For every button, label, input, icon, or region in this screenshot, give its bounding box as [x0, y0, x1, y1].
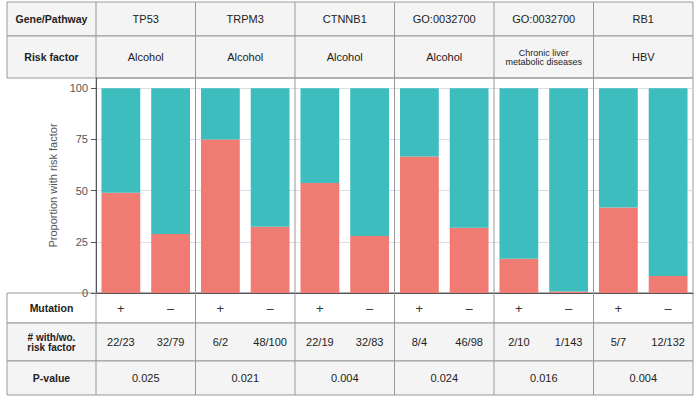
- svg-text:+: +: [117, 301, 125, 316]
- svg-text:–: –: [267, 301, 275, 316]
- svg-text:32/83: 32/83: [356, 336, 384, 348]
- svg-text:0.004: 0.004: [331, 372, 359, 384]
- svg-text:HBV: HBV: [632, 51, 655, 63]
- svg-text:metabolic diseases: metabolic diseases: [505, 57, 582, 67]
- svg-text:46/98: 46/98: [455, 336, 483, 348]
- svg-text:TRPM3: TRPM3: [227, 13, 264, 25]
- svg-text:22/19: 22/19: [306, 336, 334, 348]
- svg-text:GO:0032700: GO:0032700: [413, 13, 476, 25]
- svg-text:12/132: 12/132: [651, 336, 685, 348]
- svg-text:+: +: [316, 301, 324, 316]
- svg-text:0.004: 0.004: [629, 372, 657, 384]
- svg-text:GO:0032700: GO:0032700: [512, 13, 575, 25]
- svg-text:+: +: [515, 301, 523, 316]
- svg-text:0: 0: [82, 287, 88, 299]
- svg-text:6/2: 6/2: [213, 336, 228, 348]
- svg-text:P-value: P-value: [33, 372, 71, 384]
- svg-text:Chronic liver: Chronic liver: [518, 47, 569, 58]
- svg-text:+: +: [615, 301, 623, 316]
- svg-text:–: –: [665, 301, 673, 316]
- svg-text:0.024: 0.024: [430, 372, 458, 384]
- svg-text:8/4: 8/4: [412, 336, 427, 348]
- svg-text:48/100: 48/100: [253, 336, 287, 348]
- svg-text:+: +: [217, 301, 225, 316]
- svg-text:32/79: 32/79: [157, 336, 185, 348]
- svg-text:75: 75: [76, 133, 88, 145]
- svg-text:–: –: [167, 301, 175, 316]
- svg-text:+: +: [416, 301, 424, 316]
- svg-text:–: –: [565, 301, 573, 316]
- svg-text:Alcohol: Alcohol: [327, 51, 363, 63]
- svg-text:risk factor: risk factor: [27, 342, 75, 353]
- svg-text:1/143: 1/143: [555, 336, 583, 348]
- svg-text:Alcohol: Alcohol: [128, 51, 164, 63]
- svg-text:–: –: [466, 301, 474, 316]
- svg-text:# with/wo.: # with/wo.: [27, 331, 76, 343]
- svg-text:CTNNB1: CTNNB1: [323, 13, 367, 25]
- svg-text:Proportion with risk factor: Proportion with risk factor: [47, 123, 59, 247]
- svg-text:0.021: 0.021: [231, 372, 259, 384]
- svg-text:Risk factor: Risk factor: [24, 51, 78, 63]
- svg-text:100: 100: [70, 82, 88, 94]
- svg-text:Alcohol: Alcohol: [227, 51, 263, 63]
- svg-text:0.016: 0.016: [530, 372, 558, 384]
- svg-text:22/23: 22/23: [107, 336, 135, 348]
- svg-text:TP53: TP53: [133, 13, 159, 25]
- svg-text:Alcohol: Alcohol: [426, 51, 462, 63]
- svg-text:–: –: [366, 301, 374, 316]
- svg-text:0.025: 0.025: [132, 372, 160, 384]
- svg-text:50: 50: [76, 185, 88, 197]
- svg-text:5/7: 5/7: [611, 336, 626, 348]
- svg-text:2/10: 2/10: [508, 336, 529, 348]
- svg-text:25: 25: [76, 236, 88, 248]
- svg-text:RB1: RB1: [633, 13, 654, 25]
- svg-text:Mutation: Mutation: [30, 302, 74, 314]
- svg-text:Gene/Pathway: Gene/Pathway: [16, 13, 88, 25]
